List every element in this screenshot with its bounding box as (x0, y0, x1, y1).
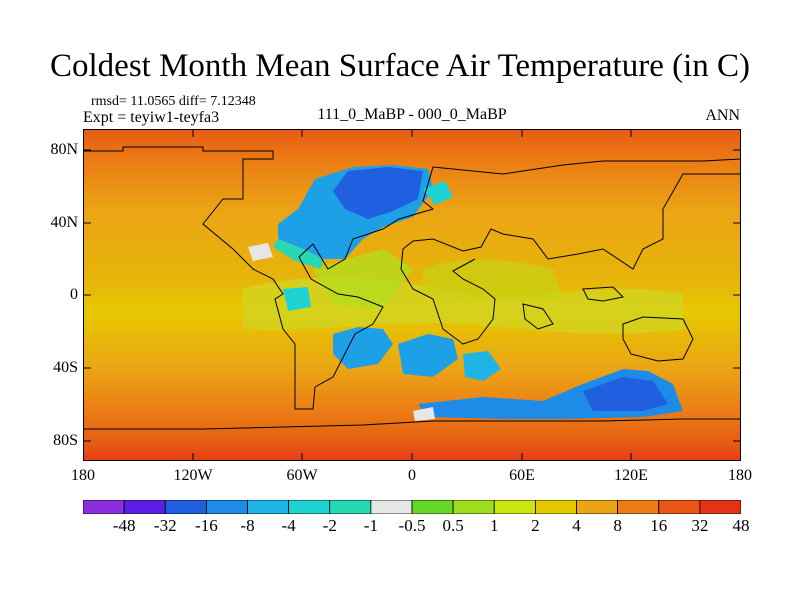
southern-deep-band (583, 377, 668, 411)
colorbar-label: -48 (112, 516, 136, 535)
south-blue-1 (333, 327, 393, 369)
colorbar-box (247, 500, 290, 514)
colorbar-box (699, 500, 741, 514)
lon-label-180e: 180 (728, 467, 752, 484)
colorbar-box (658, 500, 701, 514)
lon-label-60w: 60W (286, 467, 318, 484)
colorbar-box (329, 500, 372, 514)
lon-label-180w: 180 (71, 467, 95, 484)
north-cyan-edge (273, 239, 323, 269)
colorbar-box (576, 500, 619, 514)
europe-cyan-patch (423, 181, 453, 205)
colorbar-label: -4 (281, 516, 296, 535)
stats-label: rmsd= 11.0565 diff= 7.12348 (91, 94, 256, 109)
south-blue-2 (398, 334, 458, 377)
north-deep-blue-region (333, 167, 423, 219)
south-blue-3 (463, 351, 501, 381)
colorbar-label: -8 (240, 516, 255, 535)
season-label: ANN (705, 107, 740, 124)
lon-label-60e: 60E (509, 467, 535, 484)
lat-tick-marks (83, 149, 741, 442)
colorbar-box (617, 500, 660, 514)
lon-tick-marks (192, 129, 632, 461)
colorbar-box (164, 500, 207, 514)
colorbar-box (534, 500, 577, 514)
colorbar-label: -2 (322, 516, 337, 535)
lat-label-0: 0 (70, 286, 78, 303)
lon-label-120e: 120E (614, 467, 648, 484)
lat-label-80s: 80S (53, 432, 78, 449)
colorbar-label: -32 (153, 516, 177, 535)
colorbar-label: 48 (732, 516, 750, 535)
colorbar-box (288, 500, 331, 514)
colorbar-label: -1 (363, 516, 378, 535)
colorbar-box (370, 500, 413, 514)
colorbar-box (411, 500, 454, 514)
comparison-label: 111_0_MaBP - 000_0_MaBP (317, 106, 507, 123)
colorbar-box (493, 500, 536, 514)
lon-label-0: 0 (408, 467, 416, 484)
southern-white-edge (413, 407, 435, 421)
lat-label-40s: 40S (53, 359, 78, 376)
caribbean-patch (248, 243, 273, 261)
colorbar (83, 500, 741, 514)
colorbar-label: 4 (572, 516, 581, 535)
colorbar-label: 1 (490, 516, 499, 535)
colorbar-label: -0.5 (398, 516, 426, 535)
coastlines (83, 146, 741, 430)
colorbar-label: 0.5 (442, 516, 464, 535)
caribbean-cyan (283, 287, 311, 311)
tropical-band-2 (423, 259, 563, 302)
colorbar-label: 2 (531, 516, 540, 535)
colorbar-label: -16 (195, 516, 218, 535)
lon-label-120w: 120W (173, 467, 213, 484)
colorbar-box (123, 500, 166, 514)
colorbar-label: 32 (691, 516, 709, 535)
lat-label-80n: 80N (50, 141, 78, 158)
colorbar-box (83, 500, 125, 514)
experiment-label: Expt = teyiw1-teyfa3 (83, 109, 220, 126)
colorbar-label: 8 (613, 516, 622, 535)
temperature-map (83, 129, 741, 461)
colorbar-box (452, 500, 495, 514)
page-title: Coldest Month Mean Surface Air Temperatu… (50, 48, 750, 84)
colorbar-label: 16 (650, 516, 668, 535)
lat-label-40n: 40N (50, 214, 78, 231)
colorbar-box (205, 500, 248, 514)
